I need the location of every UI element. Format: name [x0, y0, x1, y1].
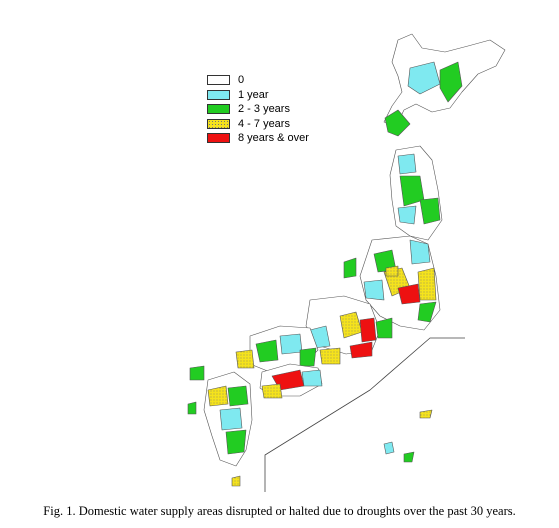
kyushu-cyan-1	[219, 407, 243, 431]
japan-map	[187, 33, 506, 492]
tohoku-cyan-1	[397, 153, 417, 175]
legend-item-4: 8 years & over	[207, 131, 309, 146]
island-2	[383, 441, 395, 455]
legend-label-2: 2 - 3 years	[238, 103, 290, 116]
kinki-red-2	[349, 341, 373, 359]
shikoku-cyan-1	[301, 369, 323, 387]
chugoku-green-1	[255, 339, 279, 363]
okinawa-inset-border	[264, 337, 465, 492]
legend-label-4: 8 years & over	[238, 132, 309, 145]
kyushu-green-2	[225, 429, 247, 455]
tohoku-green-2	[419, 197, 441, 225]
legend-swatch-3	[207, 118, 230, 129]
legend-label-1: 1 year	[238, 88, 269, 101]
legend-swatch-2	[207, 104, 230, 115]
kyushu-yellow-1	[207, 385, 229, 407]
kanto-cyan-2	[363, 279, 385, 301]
legend-item-0: 0	[207, 73, 309, 88]
kanto-green-3	[343, 257, 357, 279]
kanto-red-1	[397, 283, 421, 305]
kanto-cyan-1	[409, 239, 431, 265]
island-3	[403, 451, 415, 463]
legend-swatch-4	[207, 133, 230, 144]
legend-item-3: 4 - 7 years	[207, 117, 309, 132]
kyushu-green-1	[227, 385, 249, 407]
island-6	[385, 265, 399, 277]
legend-swatch-0	[207, 75, 230, 86]
legend-label-0: 0	[238, 74, 245, 87]
shikoku-yellow-1	[261, 383, 283, 399]
island-5	[187, 401, 197, 415]
legend-label-3: 4 - 7 years	[238, 117, 290, 130]
island-4	[419, 409, 433, 419]
kinki-red-1	[359, 317, 377, 343]
chugoku-yellow-1	[235, 349, 255, 369]
legend-swatch-1	[207, 89, 230, 100]
legend-item-2: 2 - 3 years	[207, 102, 309, 117]
kyushu-green-3	[189, 365, 205, 381]
legend: 0 1 year 2 - 3 years 4 - 7 years 8 years…	[207, 73, 309, 146]
chugoku-cyan-1	[279, 333, 303, 355]
island-1	[231, 475, 241, 487]
tohoku-cyan-2	[397, 205, 417, 225]
legend-item-1: 1 year	[207, 88, 309, 103]
kanto-green-2	[417, 301, 437, 323]
figure-caption: Fig. 1. Domestic water supply areas disr…	[43, 504, 516, 518]
kanto-yellow-2	[417, 267, 437, 301]
kinki-yellow-2	[319, 347, 341, 365]
hokkaido-region-green-2	[384, 109, 411, 137]
chugoku-green-2	[299, 347, 317, 367]
kinki-green-1	[375, 317, 393, 339]
hokkaido-region-green	[439, 61, 463, 103]
hokkaido-region-cyan	[407, 61, 441, 95]
